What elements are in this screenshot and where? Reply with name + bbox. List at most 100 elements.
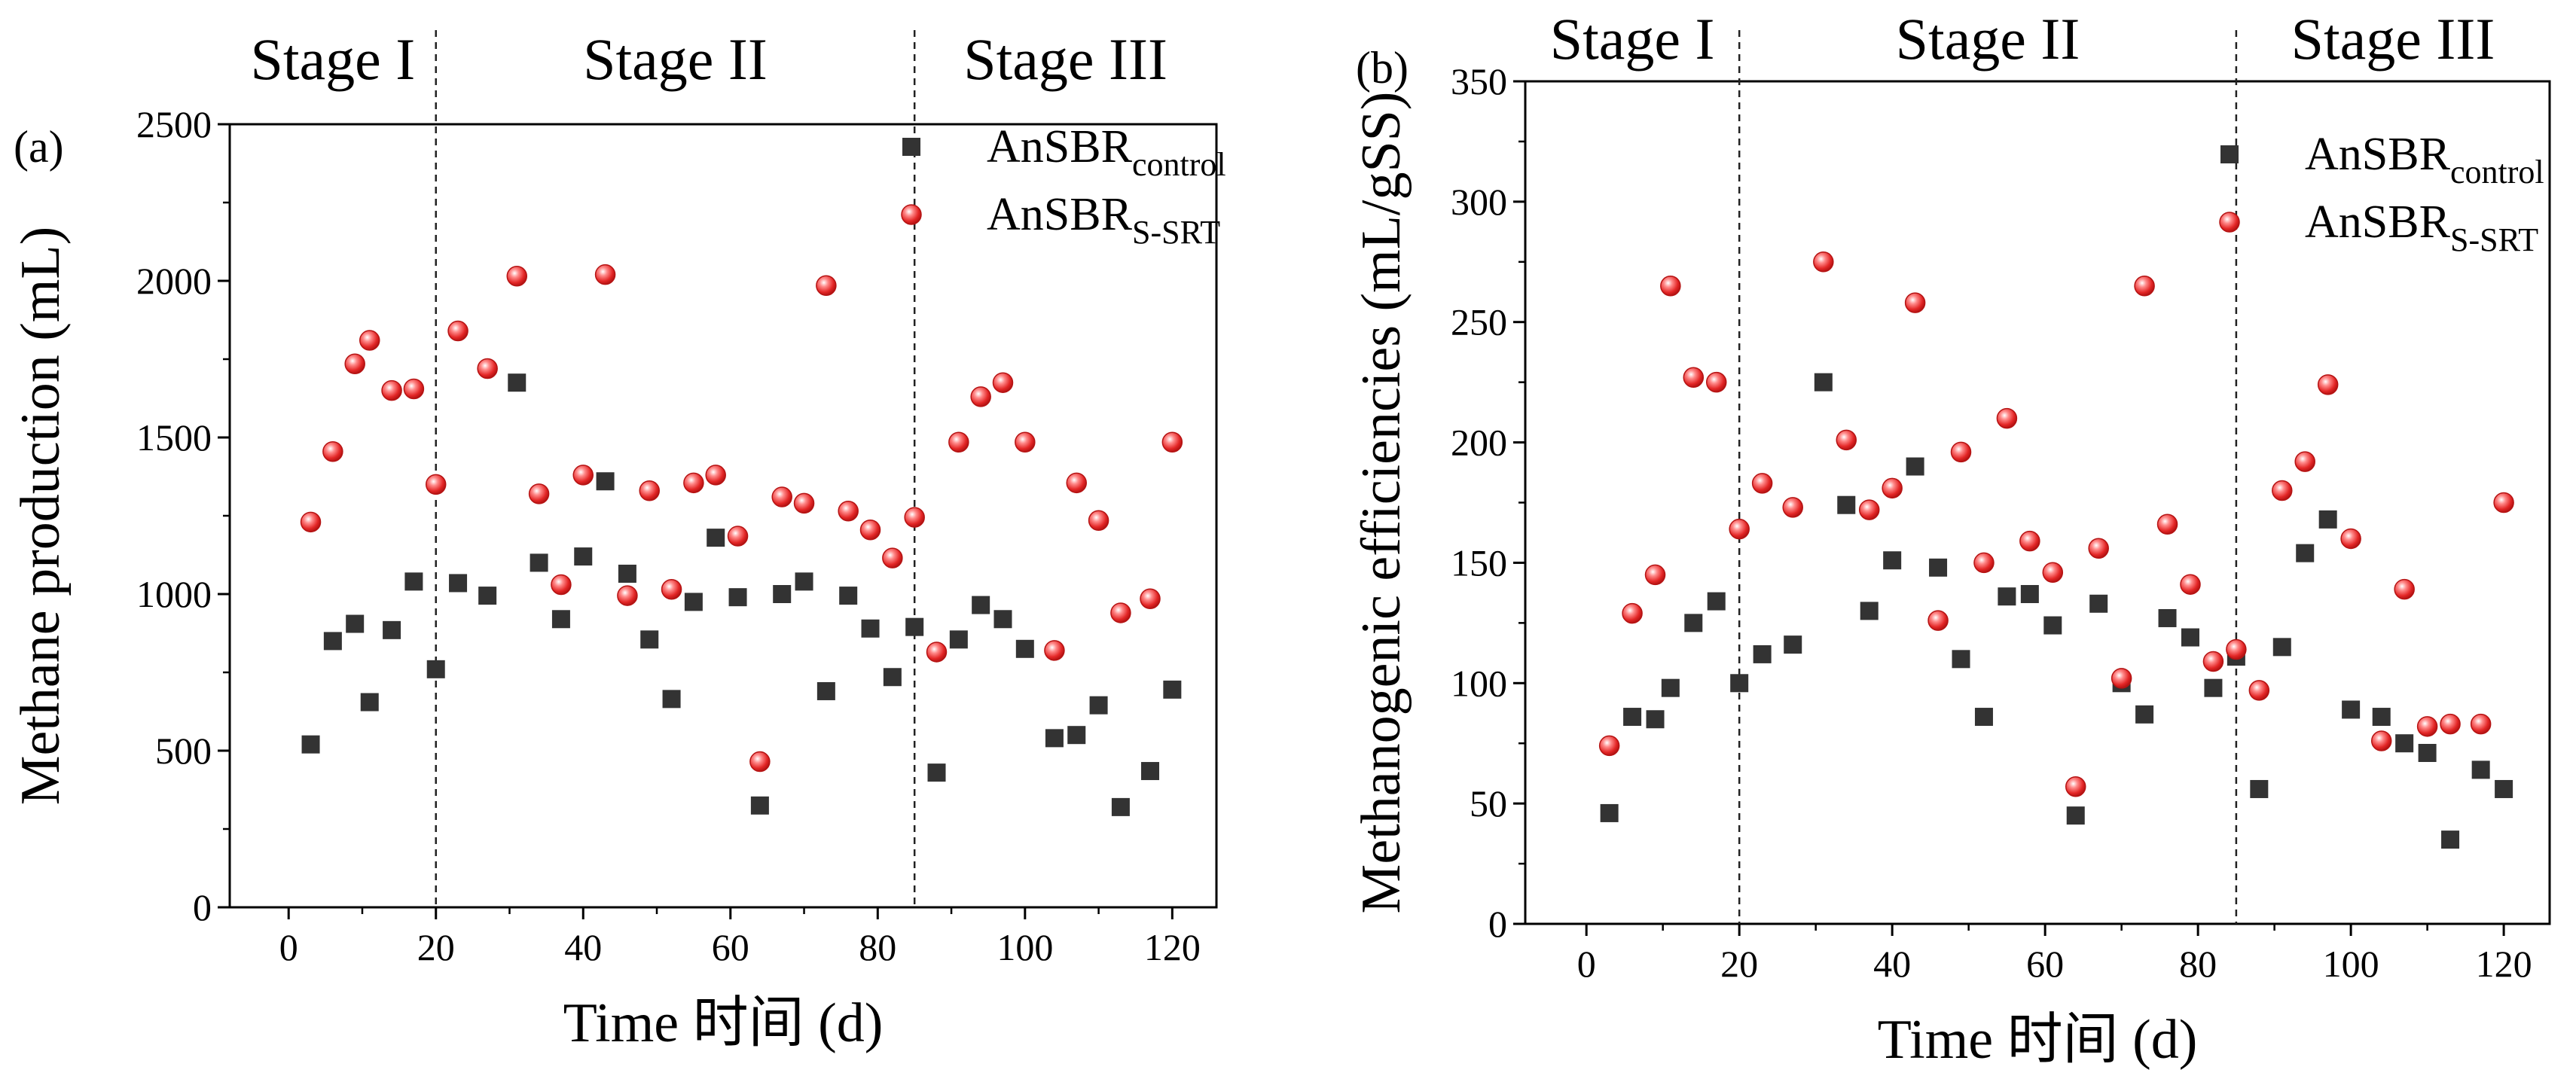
data-point-s-srt	[2019, 530, 2040, 552]
data-point-control	[346, 614, 365, 633]
data-point-s-srt	[661, 579, 682, 600]
data-point-s-srt	[793, 492, 815, 514]
data-point-control	[861, 619, 880, 638]
data-point-s-srt	[727, 526, 749, 547]
data-point-control	[1661, 678, 1680, 697]
y-tick-label: 500	[155, 730, 212, 772]
data-point-control	[750, 796, 769, 815]
legend-label: AnSBRS-SRT	[2305, 197, 2538, 258]
data-point-control	[2342, 700, 2361, 719]
data-point-control	[2066, 806, 2085, 825]
stage-label: Stage II	[1896, 6, 2080, 72]
y-tick-label: 1000	[136, 573, 212, 615]
y-tick-label: 150	[1451, 541, 1507, 584]
data-point-control	[323, 632, 342, 651]
data-point-s-srt	[617, 585, 638, 606]
y-tick-label: 2000	[136, 260, 212, 302]
data-point-s-srt	[477, 358, 498, 379]
data-point-s-srt	[2248, 680, 2270, 701]
legend-name: AnSBR	[2305, 197, 2451, 248]
stage-label: Stage III	[963, 26, 1167, 92]
data-point-control	[1684, 614, 1703, 632]
stage-label: Stage II	[583, 26, 768, 92]
data-point-s-srt	[2317, 374, 2339, 395]
data-point-control	[1952, 650, 1970, 669]
data-point-s-srt	[2493, 492, 2514, 514]
data-point-s-srt	[2180, 574, 2201, 595]
data-point-s-srt	[1660, 276, 1681, 297]
x-tick-label: 40	[564, 926, 602, 968]
data-point-control	[530, 553, 548, 572]
data-point-control	[2318, 510, 2337, 529]
data-point-control	[1753, 645, 1772, 663]
legend-marker-control	[2220, 145, 2239, 163]
data-point-s-srt	[551, 574, 572, 596]
y-tick-label: 350	[1451, 60, 1507, 102]
data-point-control	[816, 681, 835, 700]
data-point-s-srt	[2440, 713, 2461, 735]
legend-marker-control	[902, 138, 920, 156]
stage-label: Stage I	[250, 26, 415, 92]
data-point-s-srt	[838, 501, 859, 522]
data-point-s-srt	[1904, 292, 1926, 313]
data-point-control	[795, 572, 813, 591]
data-point-s-srt	[447, 320, 469, 342]
data-point-s-srt	[506, 266, 528, 287]
data-point-s-srt	[1751, 473, 1773, 494]
data-point-s-srt	[572, 465, 594, 486]
data-point-s-srt	[2294, 451, 2315, 472]
x-axis-label: Time 时间 (d)	[563, 992, 884, 1054]
data-point-control	[972, 596, 990, 614]
data-point-s-srt	[1622, 602, 1643, 624]
data-point-s-srt	[2156, 514, 2178, 535]
data-point-control	[684, 593, 703, 611]
x-tick-label: 80	[859, 926, 896, 968]
x-tick-label: 120	[2476, 943, 2532, 985]
data-point-control	[1045, 729, 1064, 748]
data-point-control	[640, 630, 659, 649]
data-point-control	[2158, 608, 2177, 627]
y-tick-label: 0	[1488, 903, 1507, 945]
data-point-control	[404, 572, 423, 591]
data-point-s-srt	[1088, 510, 1109, 531]
data-point-control	[728, 588, 747, 607]
data-point-s-srt	[359, 330, 380, 351]
data-point-control	[574, 547, 593, 566]
legend-subscript: control	[2450, 154, 2544, 190]
data-point-s-srt	[904, 507, 925, 528]
data-point-control	[949, 630, 968, 649]
data-point-s-srt	[1882, 477, 1903, 499]
data-point-s-srt	[594, 264, 616, 285]
data-point-control	[1730, 674, 1749, 693]
data-point-s-srt	[1015, 431, 1036, 453]
data-point-s-srt	[1813, 251, 1834, 273]
legend-subscript: S-SRT	[2450, 221, 2538, 258]
data-point-control	[1111, 797, 1130, 816]
data-point-control	[426, 660, 445, 678]
data-point-s-srt	[2065, 776, 2086, 797]
y-tick-label: 2500	[136, 103, 212, 145]
y-axis-label: Methane production (mL)	[10, 227, 72, 806]
x-tick-label: 100	[2323, 943, 2379, 985]
data-point-s-srt	[816, 275, 837, 296]
data-point-s-srt	[2088, 538, 2109, 559]
stage-label: Stage I	[1550, 6, 1715, 72]
y-axis-label: Methanogenic efficiencies (mL/gSS)	[1351, 92, 1412, 914]
x-tick-label: 40	[1873, 943, 1911, 985]
x-tick-label: 20	[417, 926, 455, 968]
legend-label: AnSBRcontrol	[987, 121, 1226, 183]
data-point-s-srt	[1066, 472, 1088, 494]
data-point-control	[2204, 678, 2223, 697]
data-point-control	[707, 529, 725, 547]
data-point-s-srt	[1598, 735, 1620, 757]
data-point-control	[1015, 639, 1034, 658]
data-point-s-srt	[344, 353, 365, 374]
data-point-s-srt	[882, 547, 903, 568]
data-point-s-srt	[2470, 713, 2492, 735]
legend-marker-s-srt	[2219, 212, 2240, 233]
data-point-control	[2272, 638, 2291, 657]
data-point-control	[2471, 760, 2490, 779]
data-point-control	[1860, 602, 1879, 620]
y-tick-label: 200	[1451, 422, 1507, 464]
